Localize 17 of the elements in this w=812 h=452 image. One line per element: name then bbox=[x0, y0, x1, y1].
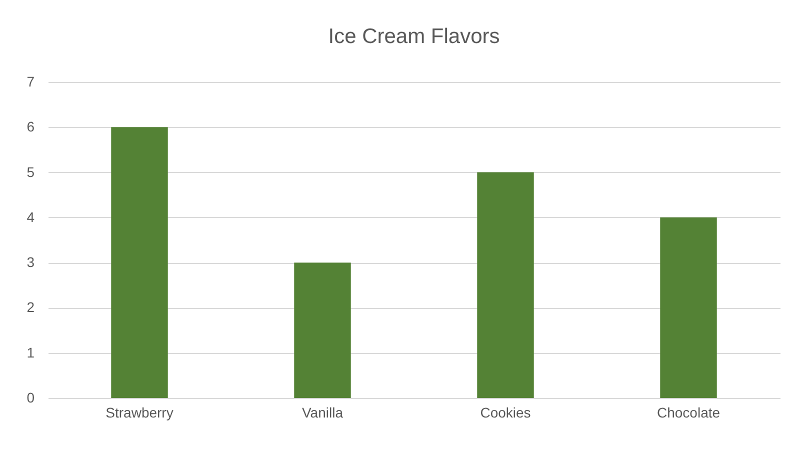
x-tick-label: Strawberry bbox=[106, 404, 174, 420]
bar bbox=[660, 217, 717, 398]
x-tick-label: Vanilla bbox=[302, 404, 344, 420]
chart-title: Ice Cream Flavors bbox=[328, 25, 500, 48]
y-tick-label: 0 bbox=[26, 390, 35, 406]
bar bbox=[294, 262, 351, 398]
bar bbox=[111, 127, 168, 398]
y-tick-label: 6 bbox=[26, 118, 35, 135]
y-tick-label: 3 bbox=[26, 254, 35, 270]
y-tick-label: 2 bbox=[26, 299, 35, 316]
y-tick-label: 7 bbox=[26, 74, 35, 90]
bar bbox=[477, 172, 534, 398]
y-tick-label: 4 bbox=[26, 208, 35, 225]
y-tick-label: 5 bbox=[26, 164, 35, 180]
y-tick-label: 1 bbox=[26, 344, 35, 360]
x-tick-label: Cookies bbox=[480, 404, 531, 420]
x-tick-label: Chocolate bbox=[656, 404, 720, 420]
